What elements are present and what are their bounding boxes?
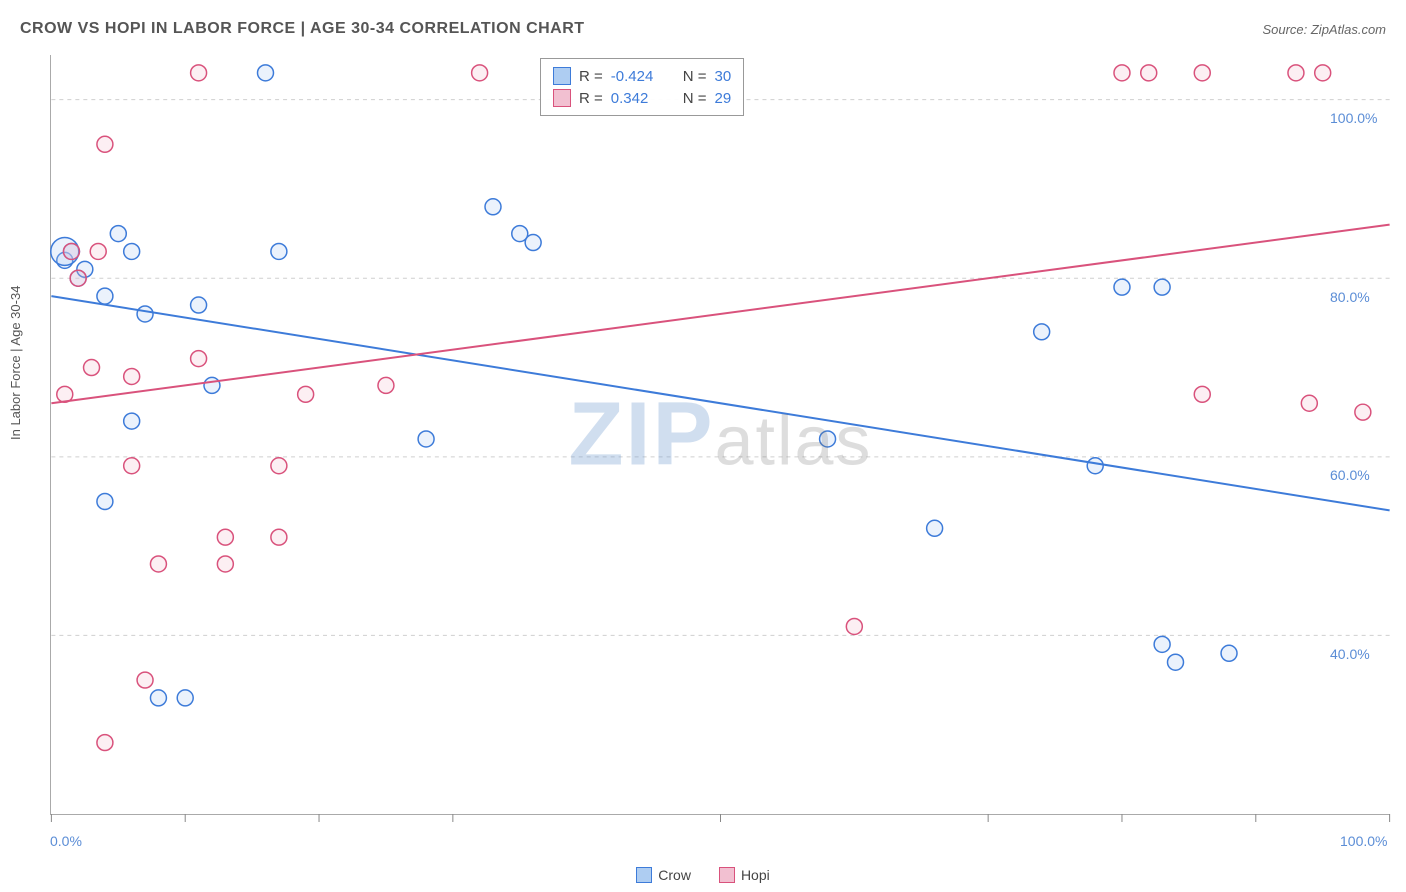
- x-tick-label: 0.0%: [50, 833, 82, 849]
- source-attribution: Source: ZipAtlas.com: [1262, 22, 1386, 37]
- legend-swatch: [719, 867, 735, 883]
- chart-title: CROW VS HOPI IN LABOR FORCE | AGE 30-34 …: [20, 20, 585, 38]
- legend-swatch: [553, 67, 571, 85]
- correlation-row: R = 0.342 N = 29: [553, 87, 731, 109]
- x-tick-label: 100.0%: [1340, 833, 1387, 849]
- r-value: 0.342: [611, 90, 665, 107]
- r-label: R =: [579, 90, 603, 107]
- legend-item: Hopi: [719, 867, 770, 883]
- legend-label: Crow: [658, 867, 691, 883]
- legend-item: Crow: [636, 867, 691, 883]
- series-legend: Crow Hopi: [0, 867, 1406, 886]
- n-label: N =: [683, 90, 707, 107]
- n-value: 29: [715, 90, 732, 107]
- plot-area: ZIPatlas: [50, 55, 1390, 815]
- scatter-svg: [51, 55, 1390, 814]
- n-label: N =: [683, 68, 707, 85]
- y-tick-label: 40.0%: [1330, 646, 1370, 662]
- legend-label: Hopi: [741, 867, 770, 883]
- correlation-legend: R = -0.424 N = 30 R = 0.342 N = 29: [540, 58, 744, 116]
- correlation-row: R = -0.424 N = 30: [553, 65, 731, 87]
- r-label: R =: [579, 68, 603, 85]
- n-value: 30: [715, 68, 732, 85]
- legend-swatch: [553, 89, 571, 107]
- r-value: -0.424: [611, 68, 665, 85]
- legend-swatch: [636, 867, 652, 883]
- y-tick-label: 80.0%: [1330, 289, 1370, 305]
- y-axis-label: In Labor Force | Age 30-34: [8, 286, 23, 440]
- y-tick-label: 60.0%: [1330, 467, 1370, 483]
- y-tick-label: 100.0%: [1330, 110, 1377, 126]
